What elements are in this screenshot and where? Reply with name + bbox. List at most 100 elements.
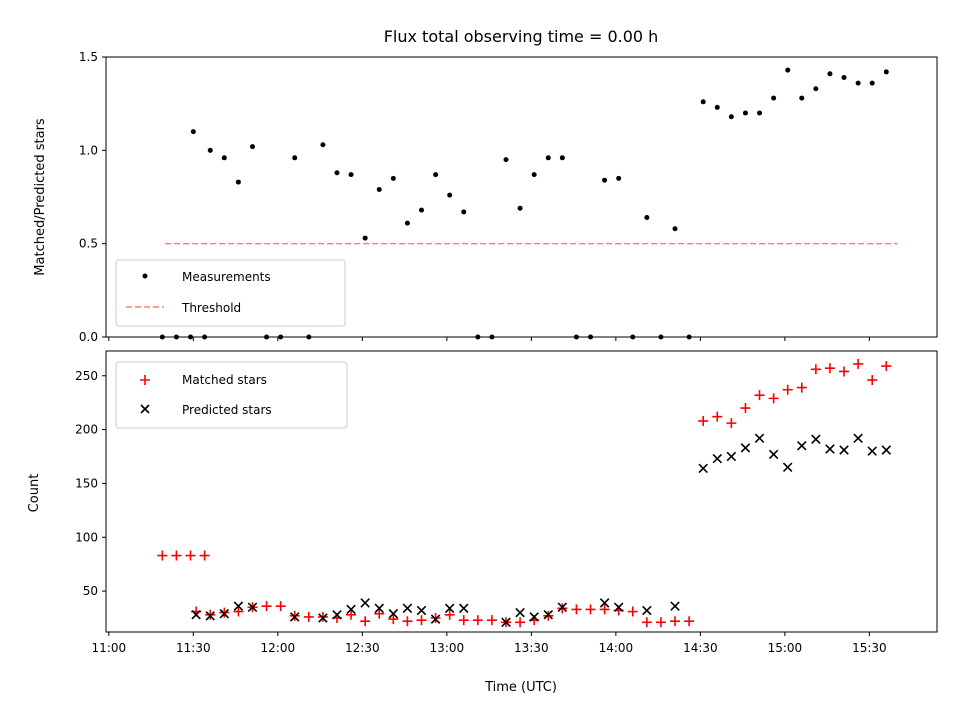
bottom-x-tick-label: 14:00 <box>599 641 634 655</box>
matched-star-point <box>698 415 709 426</box>
predicted-star-point <box>768 449 779 460</box>
top-y-axis: 0.0 0.5 1.0 1.5 <box>79 50 106 344</box>
matched-star-point <box>768 393 779 404</box>
top-y-tick-label: 0.0 <box>79 330 98 344</box>
matched-star-point <box>627 606 638 617</box>
bottom-y-tick-label: 200 <box>75 423 98 437</box>
predicted-star-point <box>444 603 455 614</box>
measurement-point <box>813 86 819 92</box>
bottom-legend-box <box>115 361 348 429</box>
matched-star-point <box>839 366 850 377</box>
matched-star-point <box>881 361 892 372</box>
matched-star-point <box>571 604 582 615</box>
matched-star-point <box>185 550 196 561</box>
bottom-x-tick-label: 13:00 <box>430 641 465 655</box>
predicted-star-point <box>726 451 737 462</box>
measurement-point <box>249 144 255 150</box>
measurement-point <box>320 142 326 148</box>
measurement-point <box>545 155 551 161</box>
matched-star-point <box>726 418 737 429</box>
predicted-star-point <box>501 617 511 628</box>
measurement-point <box>433 172 439 178</box>
predicted-star-point <box>416 605 427 616</box>
measurement-point <box>757 110 763 116</box>
matched-star-point <box>458 615 469 626</box>
measurement-point <box>827 71 833 77</box>
measurement-point <box>714 104 720 110</box>
measurement-point <box>334 170 340 176</box>
bottom-x-tick-label: 15:00 <box>768 641 803 655</box>
matched-star-point <box>303 611 314 622</box>
matched-star-point <box>374 608 385 619</box>
top-y-tick-label: 1.0 <box>79 143 98 157</box>
matched-star-point <box>402 616 413 627</box>
matched-star-point <box>684 616 695 627</box>
measurement-point <box>503 157 509 163</box>
bottom-y-axis-label: Count <box>27 474 42 513</box>
measurement-point <box>517 205 523 211</box>
measurement-point <box>785 67 791 73</box>
matched-star-point <box>275 601 286 612</box>
legend-predicted-label: Predicted stars <box>182 403 272 417</box>
predicted-star-point <box>881 445 892 455</box>
predicted-star-point <box>247 602 258 613</box>
predicted-star-point <box>797 440 807 451</box>
predicted-star-point <box>811 434 821 445</box>
bottom-x-tick-label: 11:00 <box>92 641 127 655</box>
measurement-point <box>841 75 847 81</box>
matched-star-point <box>782 384 793 395</box>
bottom-x-axis: 11:00 11:30 12:00 12:30 13:00 13:30 14:00 14:30… <box>92 632 887 655</box>
top-y-tick-label: 1.5 <box>79 50 98 64</box>
top-panel: Flux total observing time = 0.00 h Match… <box>33 27 938 344</box>
matched-star-point <box>261 601 272 612</box>
measurement-point <box>602 177 608 183</box>
predicted-star-point <box>642 605 652 616</box>
predicted-star-point <box>825 444 835 454</box>
predicted-star-point <box>853 433 863 443</box>
predicted-star-point <box>529 612 539 622</box>
legend-matched-marker <box>140 375 150 385</box>
legend-predicted-marker <box>140 404 150 414</box>
bottom-x-tick-label: 15:30 <box>852 641 887 655</box>
matched-star-point <box>233 606 244 617</box>
measurement-point <box>404 220 410 226</box>
measurement-point <box>531 172 537 178</box>
top-legend: Measurements Threshold <box>115 259 346 327</box>
matched-star-point <box>867 375 878 386</box>
measurement-point <box>728 114 734 120</box>
measurement-point <box>362 235 368 241</box>
predicted-star-point <box>458 603 469 614</box>
matched-star-point <box>199 550 210 561</box>
predicted-star-point <box>430 614 441 624</box>
matched-star-point <box>346 609 357 620</box>
matched-star-point <box>655 617 666 628</box>
measurement-point <box>700 99 706 105</box>
measurement-point <box>616 175 622 181</box>
counts-layer <box>157 358 892 628</box>
measurement-point <box>559 155 565 161</box>
measurement-point <box>799 95 805 101</box>
legend-threshold-label: Threshold <box>181 301 241 315</box>
top-x-axis <box>108 337 870 341</box>
predicted-star-point <box>557 602 568 613</box>
predicted-star-point <box>332 610 342 620</box>
bottom-x-tick-label: 14:30 <box>683 641 718 655</box>
bottom-x-axis-label: Time (UTC) <box>484 680 557 695</box>
legend-measurements-label: Measurements <box>182 270 271 284</box>
bottom-x-tick-label: 12:30 <box>345 641 380 655</box>
predicted-star-point <box>543 610 554 620</box>
measurement-point <box>672 226 678 232</box>
matched-star-point <box>796 382 807 393</box>
bottom-y-axis: 50 100 150 200 250 <box>75 369 106 598</box>
bottom-x-tick-label: 12:00 <box>261 641 296 655</box>
measurement-point <box>390 175 396 181</box>
predicted-star-point <box>360 598 370 608</box>
predicted-star-point <box>318 613 328 623</box>
predicted-star-point <box>754 433 765 443</box>
predicted-star-point <box>839 445 849 455</box>
measurement-point <box>221 155 227 161</box>
bottom-plot-frame <box>105 350 938 633</box>
legend-matched-label: Matched stars <box>182 373 267 387</box>
measurement-point <box>869 80 875 86</box>
